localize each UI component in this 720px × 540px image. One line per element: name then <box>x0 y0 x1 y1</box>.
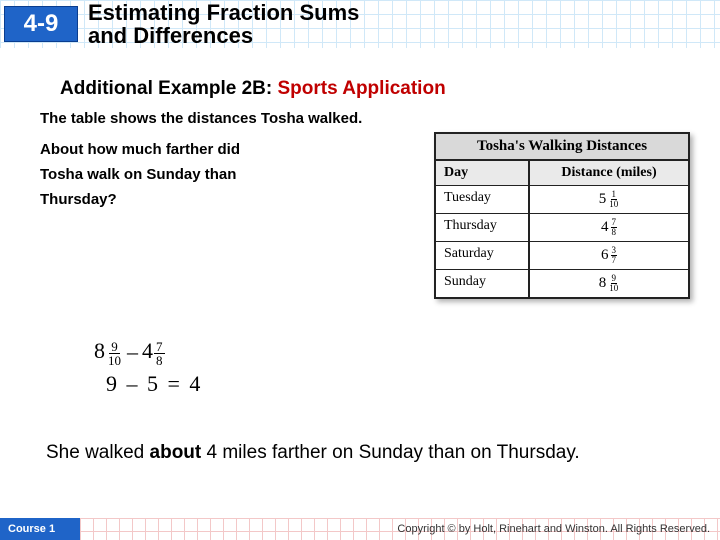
col-day: Day <box>436 161 530 185</box>
conclusion-post: 4 miles farther on Sunday than on Thursd… <box>201 442 579 463</box>
footer-course: Course 1 <box>0 518 80 540</box>
slide-content: Additional Example 2B: Sports Applicatio… <box>0 48 720 465</box>
example-heading: Additional Example 2B: Sports Applicatio… <box>60 78 680 100</box>
lesson-header: 4-9 Estimating Fraction Sums and Differe… <box>0 0 720 48</box>
conclusion-pre: She walked <box>46 442 150 463</box>
table-header-row: Day Distance (miles) <box>436 161 688 185</box>
lesson-badge: 4-9 <box>4 6 78 42</box>
work-a-num: 9 <box>109 340 120 354</box>
cell-distance: 8910 <box>530 270 688 297</box>
work-term-a: 8 910 <box>94 338 123 365</box>
body-layout: The table shows the distances Tosha walk… <box>40 110 680 465</box>
footer: Course 1 Copyright © by Holt, Rinehart a… <box>0 518 720 540</box>
work-a-whole: 8 <box>94 338 105 364</box>
mixed-whole: 6 <box>601 247 609 264</box>
cell-day: Saturday <box>436 242 530 269</box>
work-area: 8 910 – 4 78 9 – 5 = 4 <box>90 338 680 397</box>
col-distance: Distance (miles) <box>530 161 688 185</box>
mixed-whole: 8 <box>599 275 607 292</box>
work-a-den: 10 <box>106 354 123 367</box>
frac-den: 10 <box>608 284 619 293</box>
lesson-title-line2: and Differences <box>88 24 359 47</box>
conclusion: She walked about 4 miles farther on Sund… <box>46 441 674 465</box>
frac-den: 8 <box>611 228 618 237</box>
work-b-num: 7 <box>154 340 165 354</box>
work-b-den: 8 <box>154 354 165 367</box>
cell-distance: 637 <box>530 242 688 269</box>
table-title: Tosha's Walking Distances <box>436 134 688 161</box>
cell-distance: 5110 <box>530 186 688 213</box>
cell-day: Sunday <box>436 270 530 297</box>
distances-table: Tosha's Walking Distances Day Distance (… <box>434 132 690 299</box>
table-row: Sunday 8910 <box>436 269 688 297</box>
table-row: Tuesday 5110 <box>436 185 688 213</box>
example-title: Sports Application <box>277 78 445 99</box>
intro-text: The table shows the distances Tosha walk… <box>40 110 680 127</box>
work-expression: 8 910 – 4 78 <box>90 338 680 365</box>
mixed-whole: 5 <box>599 191 607 208</box>
work-term-b: 4 78 <box>142 338 165 365</box>
example-prefix: Additional Example 2B: <box>60 78 277 99</box>
lesson-title: Estimating Fraction Sums and Differences <box>88 1 359 47</box>
footer-copyright: Copyright © by Holt, Rinehart and Winsto… <box>80 518 720 540</box>
lesson-title-line1: Estimating Fraction Sums <box>88 1 359 24</box>
work-b-whole: 4 <box>142 338 153 364</box>
work-result: 9 – 5 = 4 <box>106 371 680 397</box>
cell-day: Tuesday <box>436 186 530 213</box>
cell-distance: 478 <box>530 214 688 241</box>
frac-den: 7 <box>611 256 618 265</box>
cell-day: Thursday <box>436 214 530 241</box>
table-row: Saturday 637 <box>436 241 688 269</box>
table-row: Thursday 478 <box>436 213 688 241</box>
work-op: – <box>127 339 138 365</box>
mixed-whole: 4 <box>601 219 609 236</box>
conclusion-bold: about <box>150 442 202 463</box>
frac-den: 10 <box>608 200 619 209</box>
